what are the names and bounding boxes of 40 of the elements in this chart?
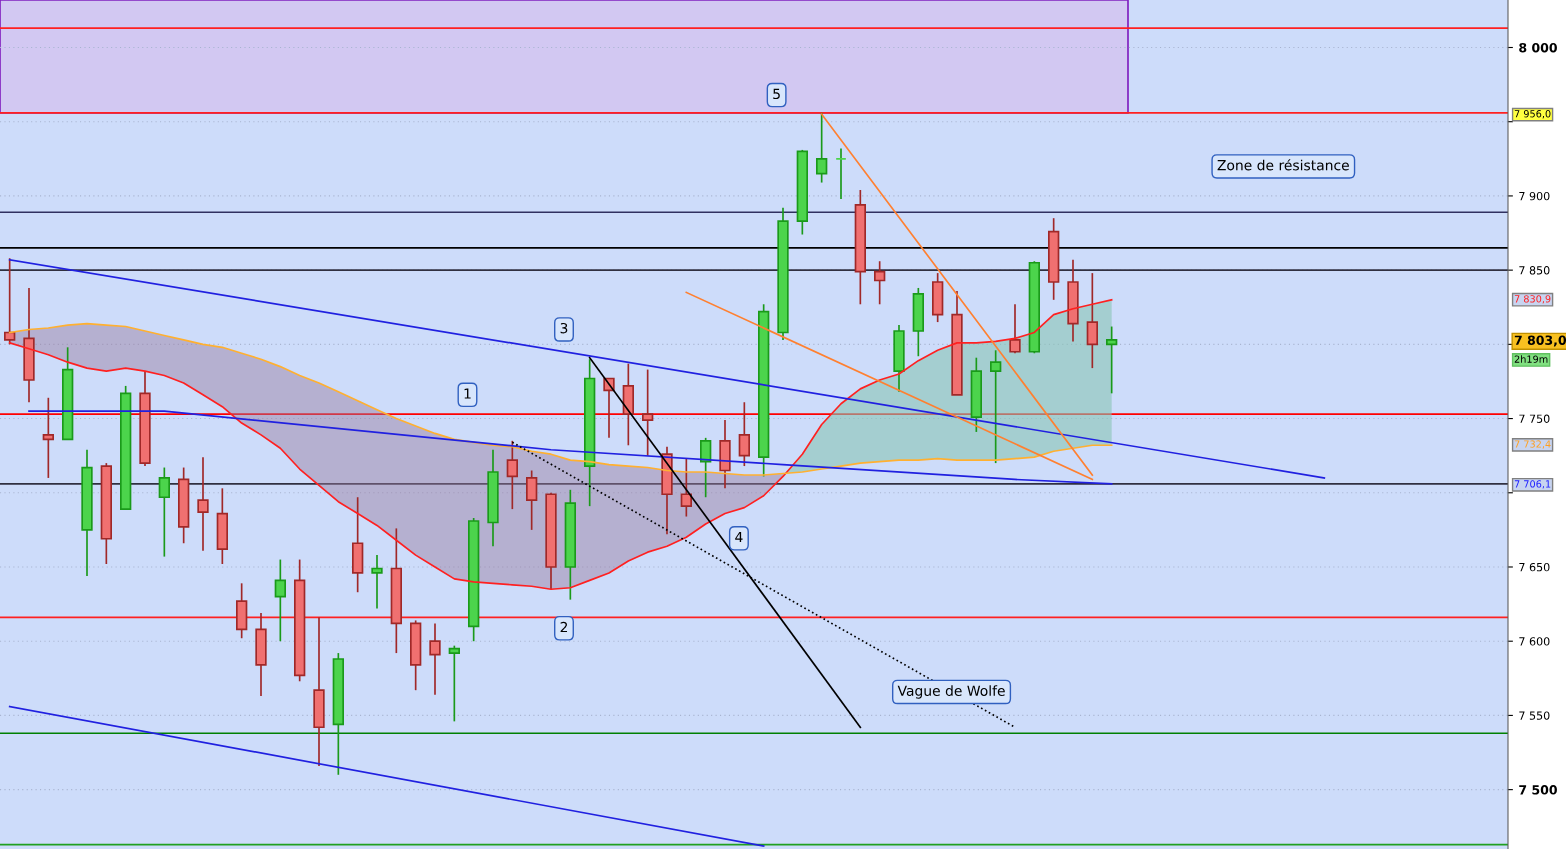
annotation: 5 [773, 88, 780, 100]
candlestick [1105, 325, 1118, 395]
annotation: 1 [464, 388, 471, 399]
candlestick [680, 457, 693, 518]
text: 7 956,0 [1514, 110, 1551, 119]
candlestick [371, 554, 383, 610]
y-tick-label: 7 900 [1519, 191, 1550, 201]
y-tick-label: 7 750 [1519, 414, 1550, 423]
annotation: Vague de Wolfe [897, 685, 1005, 699]
y-tick-label: 7 850 [1519, 266, 1550, 275]
candlestick [429, 622, 441, 696]
y-tick-label: 7 600 [1519, 637, 1550, 646]
candlestick [506, 439, 519, 510]
candlestick [42, 396, 55, 479]
y-tick-label: 8 000 [1519, 42, 1557, 53]
candlestick [525, 469, 538, 531]
candlestick [448, 644, 461, 723]
candlestick [835, 147, 847, 200]
text: 2h19m [1514, 355, 1548, 363]
y-tick-label: 7 500 [1519, 785, 1557, 795]
candlestick [197, 456, 209, 552]
annotation: Zone de résistance [1217, 159, 1349, 171]
candlestick [738, 401, 751, 467]
text: 7 803,0 [1514, 335, 1566, 347]
text: 7 732,4 [1514, 440, 1551, 449]
text: 7 830,9 [1514, 295, 1551, 304]
y-tick-label: 7 550 [1519, 711, 1550, 720]
line-series [28, 410, 1113, 485]
text: 7 706,1 [1514, 480, 1551, 489]
candlestick [1086, 272, 1099, 369]
candlestick [641, 368, 654, 457]
candlestick [274, 558, 287, 643]
candlestick [989, 349, 1002, 464]
annotation: 2 [560, 621, 568, 633]
y-tick-label: 7 650 [1519, 562, 1550, 572]
candlestick [158, 466, 171, 558]
candlestick [873, 260, 886, 306]
annotation: 4 [735, 531, 743, 543]
annotation: 3 [560, 322, 568, 334]
candlestick [1009, 303, 1021, 355]
